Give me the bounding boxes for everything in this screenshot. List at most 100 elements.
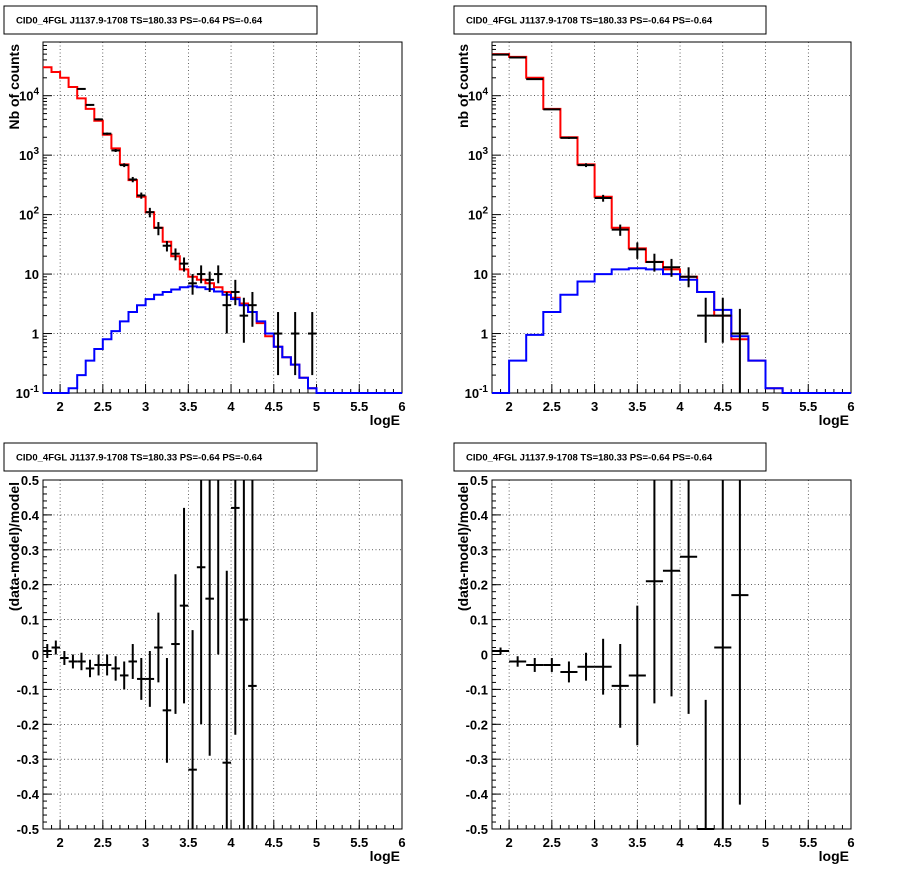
x-tick-label: 2.5 — [543, 399, 561, 414]
data-point — [94, 118, 103, 121]
data-point — [94, 654, 103, 676]
y-tick-exponent: 4 — [482, 87, 488, 98]
data-point — [222, 570, 232, 829]
data-point — [154, 222, 163, 236]
data-point — [111, 148, 120, 153]
y-axis-label: nb of counts — [455, 44, 471, 128]
data-point — [196, 265, 206, 284]
data-point — [179, 507, 189, 704]
title-box — [453, 442, 767, 472]
x-tick-label: 4.5 — [714, 835, 732, 850]
y-tick-label: 102 — [468, 206, 488, 223]
y-tick-mantissa: 10 — [468, 89, 482, 104]
y-axis-label: (data-model)/model — [455, 482, 471, 611]
data-point — [137, 657, 146, 700]
x-tick-label: 5 — [313, 399, 320, 414]
x-tick-label: 5.5 — [350, 399, 368, 414]
data-point — [77, 87, 86, 90]
y-tick-label: 0.1 — [470, 613, 488, 628]
y-axis-label: (data-model)/model — [6, 482, 22, 611]
data-point — [577, 163, 595, 168]
data-point — [68, 654, 78, 669]
x-tick-label: 2 — [505, 835, 512, 850]
y-tick-label: -0.1 — [17, 682, 39, 697]
data-point — [231, 480, 240, 735]
x-tick-label: 5 — [762, 399, 769, 414]
y-tick-mantissa: 10 — [468, 208, 482, 223]
data-point — [145, 651, 155, 707]
data-point — [611, 224, 629, 236]
data-point — [171, 574, 180, 714]
y-tick-label: 0.4 — [21, 508, 40, 523]
y-tick-exponent: -1 — [479, 384, 488, 395]
y-tick-label: 104 — [19, 87, 39, 104]
y-tick-label: 0.2 — [21, 578, 39, 593]
data-point — [196, 480, 206, 725]
data-point — [273, 312, 283, 376]
data-point — [171, 248, 180, 261]
data-point — [248, 291, 257, 327]
data-point — [239, 480, 249, 829]
y-tick-exponent: 3 — [482, 146, 488, 157]
title-box — [3, 5, 318, 35]
data-point — [645, 253, 663, 272]
y-tick-exponent: 2 — [33, 206, 39, 217]
data-point — [128, 176, 138, 183]
x-tick-label: 4 — [676, 835, 684, 850]
x-tick-label: 3 — [142, 399, 149, 414]
x-tick-label: 2 — [56, 835, 63, 850]
data-point — [290, 312, 300, 376]
y-tick-label: -0.3 — [17, 752, 39, 767]
y-tick-label: -0.5 — [17, 822, 39, 837]
data-point — [492, 647, 510, 655]
x-tick-label: 4.5 — [714, 399, 732, 414]
title-box — [453, 5, 767, 35]
plot-title: CID0_4FGL J1137.9-1708 TS=180.33 PS=-0.6… — [16, 16, 263, 27]
y-tick-exponent: -1 — [30, 384, 39, 395]
data-point — [543, 108, 561, 111]
plot-title: CID0_4FGL J1137.9-1708 TS=180.33 PS=-0.6… — [466, 16, 713, 27]
data-point — [239, 297, 249, 343]
data-point — [307, 312, 317, 376]
data-point — [714, 480, 732, 829]
data-point — [731, 480, 749, 805]
x-tick-label: 3.5 — [628, 399, 646, 414]
y-tick-label: 0 — [481, 648, 488, 663]
y-tick-label: 0.4 — [470, 508, 489, 523]
x-tick-label: 6 — [398, 835, 405, 850]
x-tick-label: 5.5 — [799, 399, 817, 414]
x-tick-label: 3 — [591, 399, 598, 414]
data-point — [697, 297, 715, 343]
x-tick-label: 3 — [591, 835, 598, 850]
x-tick-label: 4.5 — [265, 835, 283, 850]
data-point — [611, 644, 629, 728]
x-tick-label: 3.5 — [179, 399, 197, 414]
data-point — [628, 605, 646, 746]
data-point — [145, 207, 155, 218]
x-tick-label: 2.5 — [94, 399, 112, 414]
y-tick-label: -0.5 — [466, 822, 488, 837]
data-point — [577, 652, 595, 681]
x-tick-label: 6 — [847, 399, 854, 414]
data-point — [248, 480, 257, 829]
plot-title: CID0_4FGL J1137.9-1708 TS=180.33 PS=-0.6… — [466, 453, 713, 464]
data-point — [119, 661, 129, 690]
y-tick-label: 104 — [468, 87, 488, 104]
y-tick-label: 0.1 — [21, 613, 39, 628]
y-tick-mantissa: 10 — [468, 148, 482, 163]
data-point — [102, 654, 112, 676]
y-tick-label: 1 — [32, 327, 39, 342]
x-tick-label: 2.5 — [543, 835, 561, 850]
x-tick-label: 4.5 — [265, 399, 283, 414]
data-point — [662, 480, 681, 697]
x-tick-label: 5.5 — [350, 835, 368, 850]
data-point — [205, 480, 214, 756]
plot-frame — [491, 41, 852, 394]
y-tick-label: 0.2 — [470, 578, 488, 593]
y-tick-label: 10-1 — [16, 384, 40, 401]
y-tick-exponent: 3 — [33, 146, 39, 157]
y-tick-label: 0.5 — [21, 473, 39, 488]
data-point — [85, 103, 95, 106]
data-point — [205, 271, 214, 292]
data-point — [680, 480, 698, 714]
